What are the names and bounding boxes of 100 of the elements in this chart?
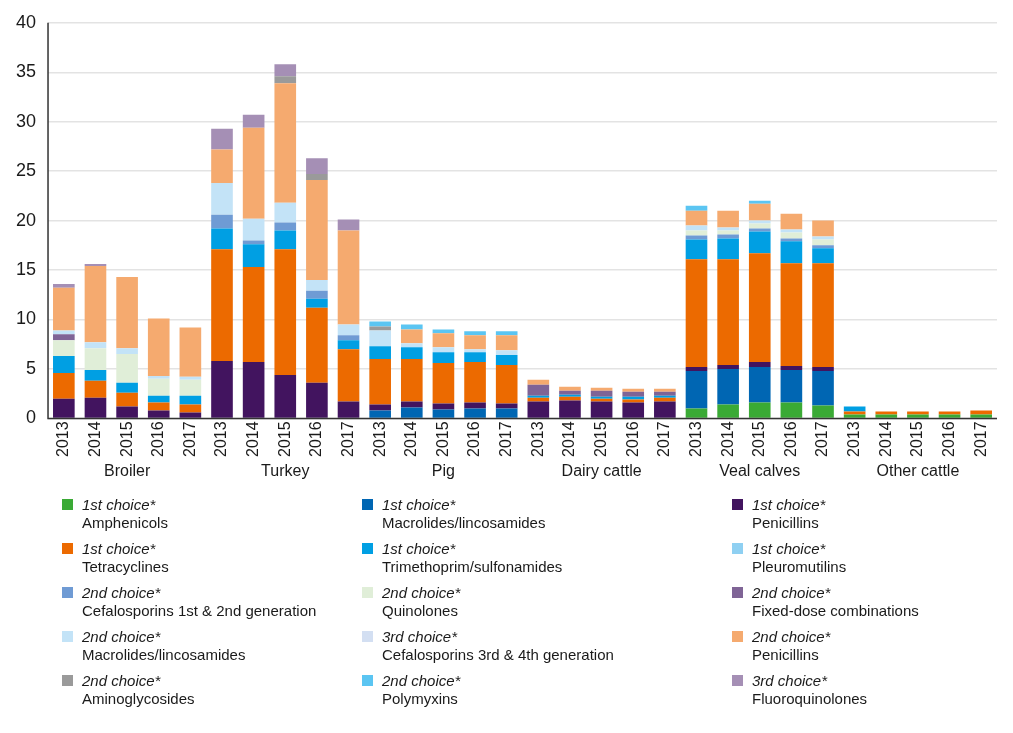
legend-label: 2nd choice* Cefalosporins 1st & 2nd generation <box>82 584 317 620</box>
bar <box>748 200 771 204</box>
bar <box>717 234 739 239</box>
bar <box>432 329 455 334</box>
x-tick-label: 2017 <box>655 421 673 457</box>
bar <box>369 359 391 405</box>
bar <box>211 249 233 362</box>
x-tick-label: 2016 <box>149 421 167 457</box>
x-tick-label: 2014 <box>718 421 736 457</box>
bar <box>53 330 75 335</box>
bar <box>432 333 455 348</box>
bar <box>337 349 360 402</box>
text: Broiler <box>103 462 151 480</box>
x-tick-label: 2015 <box>275 421 293 457</box>
legend-label: 3rd choice* Cefalosporins 3rd & 4th generation <box>382 628 614 664</box>
bar <box>717 365 739 369</box>
bar <box>432 363 455 404</box>
bar <box>211 361 233 418</box>
bar <box>748 223 771 229</box>
bar <box>274 83 297 203</box>
bar <box>464 408 486 418</box>
bar <box>812 263 834 367</box>
legend-label: 1st choice* Tetracyclines <box>82 540 169 576</box>
x-tick-label: 2017 <box>813 421 831 457</box>
bar <box>527 401 550 418</box>
bar <box>748 402 771 418</box>
bar <box>306 279 328 291</box>
text: Pig <box>431 462 455 480</box>
bar <box>432 347 455 353</box>
bar <box>53 283 75 288</box>
bar <box>337 335 360 341</box>
x-tick-label: 2017 <box>971 421 989 457</box>
bar <box>84 266 107 343</box>
bar <box>717 238 739 260</box>
x-tick-label: 2015 <box>908 421 926 457</box>
bar <box>53 340 75 357</box>
bar <box>400 407 423 418</box>
legend-label: 2nd choice* Penicillins <box>752 628 831 664</box>
bar <box>780 369 803 403</box>
x-tick-label: 2015 <box>750 421 768 457</box>
text: Veal calves <box>719 462 801 480</box>
bar <box>400 359 423 402</box>
bar <box>622 388 645 392</box>
bar <box>211 228 233 250</box>
bar <box>306 158 328 175</box>
bar <box>495 355 518 365</box>
bar <box>495 408 518 418</box>
bar <box>495 403 518 409</box>
bar <box>685 210 708 226</box>
bar <box>274 64 297 77</box>
x-tick-label: 2013 <box>845 421 863 457</box>
bar <box>306 307 328 383</box>
bar <box>685 370 708 409</box>
bar <box>147 375 170 379</box>
bar <box>654 391 676 396</box>
x-tick-label: 2014 <box>244 421 262 457</box>
x-tick-label: 2013 <box>528 421 546 457</box>
bar <box>780 232 803 239</box>
bar <box>179 379 202 396</box>
bar <box>780 365 803 370</box>
x-tick-label: 2017 <box>180 421 198 457</box>
bar <box>179 376 202 380</box>
bar <box>495 365 518 404</box>
x-tick-label: 2014 <box>876 421 894 457</box>
bar <box>211 128 233 150</box>
bar <box>748 231 771 254</box>
x-tick-label: 2014 <box>85 421 103 457</box>
bar <box>242 362 265 418</box>
bar <box>179 327 202 377</box>
x-tick-label: 2014 <box>402 421 420 457</box>
legend-label: 1st choice* Penicillins <box>752 496 826 532</box>
x-tick-label: 2013 <box>54 421 72 457</box>
bar <box>179 395 202 405</box>
bar <box>116 382 138 393</box>
x-tick-label: 2016 <box>781 421 799 457</box>
bar <box>116 276 138 349</box>
bar <box>53 334 75 341</box>
bar <box>369 326 391 331</box>
bar <box>464 362 486 403</box>
y-tick-label: 35 <box>15 61 37 82</box>
bar <box>400 324 423 330</box>
bar <box>559 396 581 401</box>
bar <box>369 330 391 347</box>
bar <box>242 244 265 268</box>
bar <box>717 368 739 405</box>
bar <box>495 335 518 351</box>
bar <box>527 397 550 402</box>
bar <box>116 392 138 407</box>
bar <box>84 397 107 418</box>
legend-label: 2nd choice* Quinolones <box>382 584 461 620</box>
bar <box>274 374 297 418</box>
x-tick-label: 2014 <box>560 421 578 457</box>
bar <box>685 366 708 371</box>
x-tick-label: 2015 <box>592 421 609 457</box>
y-tick-label: 15 <box>15 259 37 280</box>
bar <box>84 380 107 398</box>
bar <box>622 402 645 418</box>
bar <box>274 249 297 375</box>
bar <box>53 372 75 399</box>
bar <box>590 387 613 391</box>
